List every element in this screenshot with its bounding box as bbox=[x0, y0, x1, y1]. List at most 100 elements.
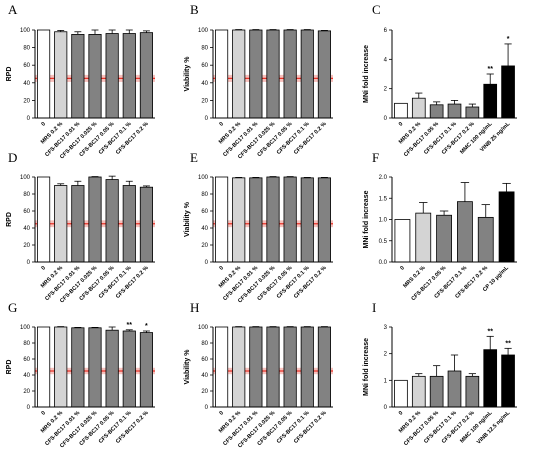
panel-e-category-label: 0 bbox=[219, 265, 225, 271]
panel-i-category-label: CFS-BC17 0.1 % bbox=[423, 410, 458, 445]
panel-e-y-tick-label: 40 bbox=[201, 226, 208, 232]
panel-b-bar bbox=[283, 29, 297, 119]
panel-a-bar bbox=[88, 34, 102, 119]
panel-f-letter: F bbox=[372, 150, 379, 165]
panel-i-bar bbox=[447, 370, 462, 408]
panel-f-bar bbox=[477, 216, 494, 263]
panel-e-y-tick-label: 0 bbox=[205, 260, 209, 266]
panel-a-letter: A bbox=[8, 2, 18, 17]
panel-d-bar bbox=[105, 179, 119, 263]
panel-d-category-label: CFS-BC17 0.2 % bbox=[115, 265, 150, 300]
panel-b-bar bbox=[249, 29, 263, 119]
panel-c-letter: C bbox=[372, 2, 381, 17]
panel-b-bar bbox=[317, 30, 331, 119]
panel-a-y-tick-label: 80 bbox=[23, 46, 30, 52]
panel-e-bar bbox=[317, 177, 331, 263]
panel-b-y-tick-label: 20 bbox=[201, 98, 208, 104]
panel-b-y-tick-label: 100 bbox=[198, 28, 209, 34]
panel-h-bar bbox=[266, 326, 280, 408]
panel-c-y-tick-label: 6 bbox=[384, 28, 388, 34]
panel-a-bar bbox=[105, 33, 119, 119]
panel-e-y-tick-label: 80 bbox=[201, 192, 208, 198]
panel-d-bar bbox=[139, 186, 153, 263]
panel-i-y-tick-label: 3 bbox=[384, 325, 388, 331]
panel-h-bar bbox=[317, 326, 331, 408]
panel-a-y-tick-label: 0 bbox=[27, 116, 31, 122]
panel-i-bar bbox=[394, 379, 408, 408]
panel-a-y-tick-label: 100 bbox=[20, 28, 31, 34]
panel-i-significance-label: ** bbox=[487, 328, 493, 335]
panel-i-letter: I bbox=[372, 300, 376, 315]
panel-b-y-tick-label: 40 bbox=[201, 81, 208, 87]
panel-h-bar bbox=[283, 326, 297, 408]
panel-d-y-axis-label: RPD bbox=[6, 212, 13, 227]
panel-f-y-tick-label: 1.5 bbox=[379, 196, 388, 202]
panel-a-bar bbox=[139, 32, 153, 119]
panel-d-letter: D bbox=[8, 150, 17, 165]
panel-c-bar bbox=[483, 83, 498, 119]
panel-c-y-axis-label: MNi fold increase bbox=[363, 45, 370, 103]
panel-i-y-axis-label: MNi fold increase bbox=[363, 338, 370, 396]
panel-b-bar bbox=[300, 29, 314, 119]
panel-b-category-label: CFS-BC17 0.2 % bbox=[293, 121, 328, 156]
panel-i-category-label: VINB 12.5 ng/mL bbox=[476, 410, 512, 446]
panel-h-y-tick-label: 40 bbox=[201, 373, 208, 379]
panel-c-category-label: CFS-BC17 0.2 % bbox=[441, 121, 476, 156]
panel-g-y-tick-label: 60 bbox=[23, 357, 30, 363]
panel-c-y-tick-label: 0 bbox=[384, 116, 388, 122]
panel-h-y-tick-label: 100 bbox=[198, 325, 209, 331]
panel-i-bar bbox=[411, 375, 426, 408]
panel-f-y-tick-label: 1.0 bbox=[379, 218, 388, 224]
panel-f-bar bbox=[457, 201, 473, 263]
panel-c-bar bbox=[501, 65, 515, 119]
panel-d-category-label: 0 bbox=[41, 265, 47, 271]
panel-i-category-label: 0 bbox=[398, 410, 404, 416]
panel-b-y-axis-label: Viability % bbox=[184, 56, 191, 92]
panel-c-bar bbox=[465, 106, 480, 119]
panel-f-bar bbox=[394, 219, 411, 263]
panel-g-bar bbox=[105, 329, 119, 408]
panel-i-category-label: CFS-BC17 0.2 % bbox=[441, 410, 476, 445]
panel-a-category-label: 0 bbox=[41, 121, 47, 127]
panel-f-y-tick-label: 2.0 bbox=[379, 175, 388, 181]
panel-c-category-label: CFS-BC17 0.1 % bbox=[423, 121, 458, 156]
panel-d-y-tick-label: 100 bbox=[20, 175, 31, 181]
panel-h-bar bbox=[300, 326, 314, 408]
panel-h-y-tick-label: 20 bbox=[201, 389, 208, 395]
panel-g-bar bbox=[139, 332, 153, 408]
panel-d-y-tick-label: 20 bbox=[23, 243, 30, 249]
panel-h-y-tick-label: 0 bbox=[205, 405, 209, 411]
panel-a-bar bbox=[37, 29, 51, 119]
panel-a-y-tick-label: 60 bbox=[23, 63, 30, 69]
panel-a-bar bbox=[54, 31, 68, 119]
panel-b-bar bbox=[266, 29, 280, 119]
panel-b-bar bbox=[232, 29, 246, 119]
panel-f-category-label: 0 bbox=[399, 265, 405, 271]
panel-c-category-label: MMC 100 ng/mL bbox=[459, 121, 494, 156]
panel-h-y-tick-label: 80 bbox=[201, 341, 208, 347]
panel-f-y-tick-label: 0.0 bbox=[379, 260, 388, 266]
panel-b-y-tick-label: 60 bbox=[201, 63, 208, 69]
panel-c-y-tick-label: 2 bbox=[384, 87, 388, 93]
panel-i-y-tick-label: 0 bbox=[384, 405, 388, 411]
panel-d-y-tick-label: 40 bbox=[23, 226, 30, 232]
panel-i-bar bbox=[429, 375, 444, 408]
panel-b-category-label: 0 bbox=[219, 121, 225, 127]
panel-a-y-tick-label: 20 bbox=[23, 98, 30, 104]
panel-d-bar bbox=[88, 176, 102, 263]
panel-c-significance-label: * bbox=[507, 36, 510, 43]
panel-g-letter: G bbox=[8, 300, 17, 315]
panel-d-y-tick-label: 80 bbox=[23, 192, 30, 198]
panel-g-y-axis-label: RPD bbox=[6, 360, 13, 375]
panel-c-y-tick-label: 4 bbox=[384, 57, 388, 63]
panel-e-bar bbox=[249, 177, 263, 263]
panel-d-bar bbox=[71, 185, 85, 263]
panel-g-bar bbox=[37, 326, 51, 408]
panel-e-y-tick-label: 20 bbox=[201, 243, 208, 249]
panel-e-bar bbox=[300, 177, 314, 263]
panel-e-category-label: CFS-BC17 0.2 % bbox=[293, 265, 328, 300]
panel-g-bar bbox=[54, 326, 68, 408]
